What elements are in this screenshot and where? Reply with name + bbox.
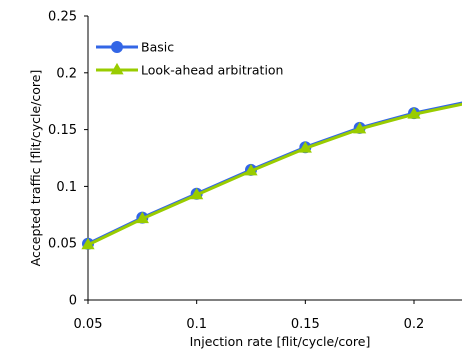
y-tick-label: 0.1 xyxy=(56,180,77,195)
axes: 0 0.05 0.1 0.15 0.2 0.25 0.05 0.1 0.15 0.2 xyxy=(48,10,462,332)
series-basic xyxy=(82,101,462,250)
look-ahead-point xyxy=(407,107,421,119)
x-tick-label: 0.05 xyxy=(74,317,103,332)
legend-item: Basic xyxy=(96,40,174,55)
look-ahead-point xyxy=(190,187,204,200)
series-layer xyxy=(81,101,462,250)
y-tick-label: 0.2 xyxy=(56,66,77,81)
y-tick-label: 0.25 xyxy=(48,10,77,25)
x-tick-label: 0.15 xyxy=(291,317,320,332)
look-ahead-point xyxy=(81,237,95,250)
legend: Basic Look-ahead arbitration xyxy=(96,40,283,78)
x-axis-label: Injection rate [flit/cycle/core] xyxy=(190,334,371,349)
y-axis-label: Accepted traffic [flit/cycle/core] xyxy=(28,70,43,267)
x-tick-label: 0.2 xyxy=(404,317,425,332)
x-tick-label: 0.1 xyxy=(186,317,207,332)
legend-label: Basic xyxy=(141,40,174,55)
basic-point xyxy=(111,41,123,53)
look-ahead-point xyxy=(135,211,149,224)
y-tick-label: 0 xyxy=(69,294,77,309)
legend-label: Look-ahead arbitration xyxy=(141,63,283,78)
look-ahead-point xyxy=(110,62,124,75)
look-ahead-point xyxy=(298,141,312,153)
y-tick-label: 0.15 xyxy=(48,123,77,138)
look-ahead-point xyxy=(353,121,367,134)
series-look-ahead xyxy=(81,102,462,250)
legend-item: Look-ahead arbitration xyxy=(96,63,283,78)
look-ahead-point xyxy=(244,163,258,176)
y-tick-label: 0.05 xyxy=(48,237,77,252)
series-line xyxy=(87,102,462,247)
